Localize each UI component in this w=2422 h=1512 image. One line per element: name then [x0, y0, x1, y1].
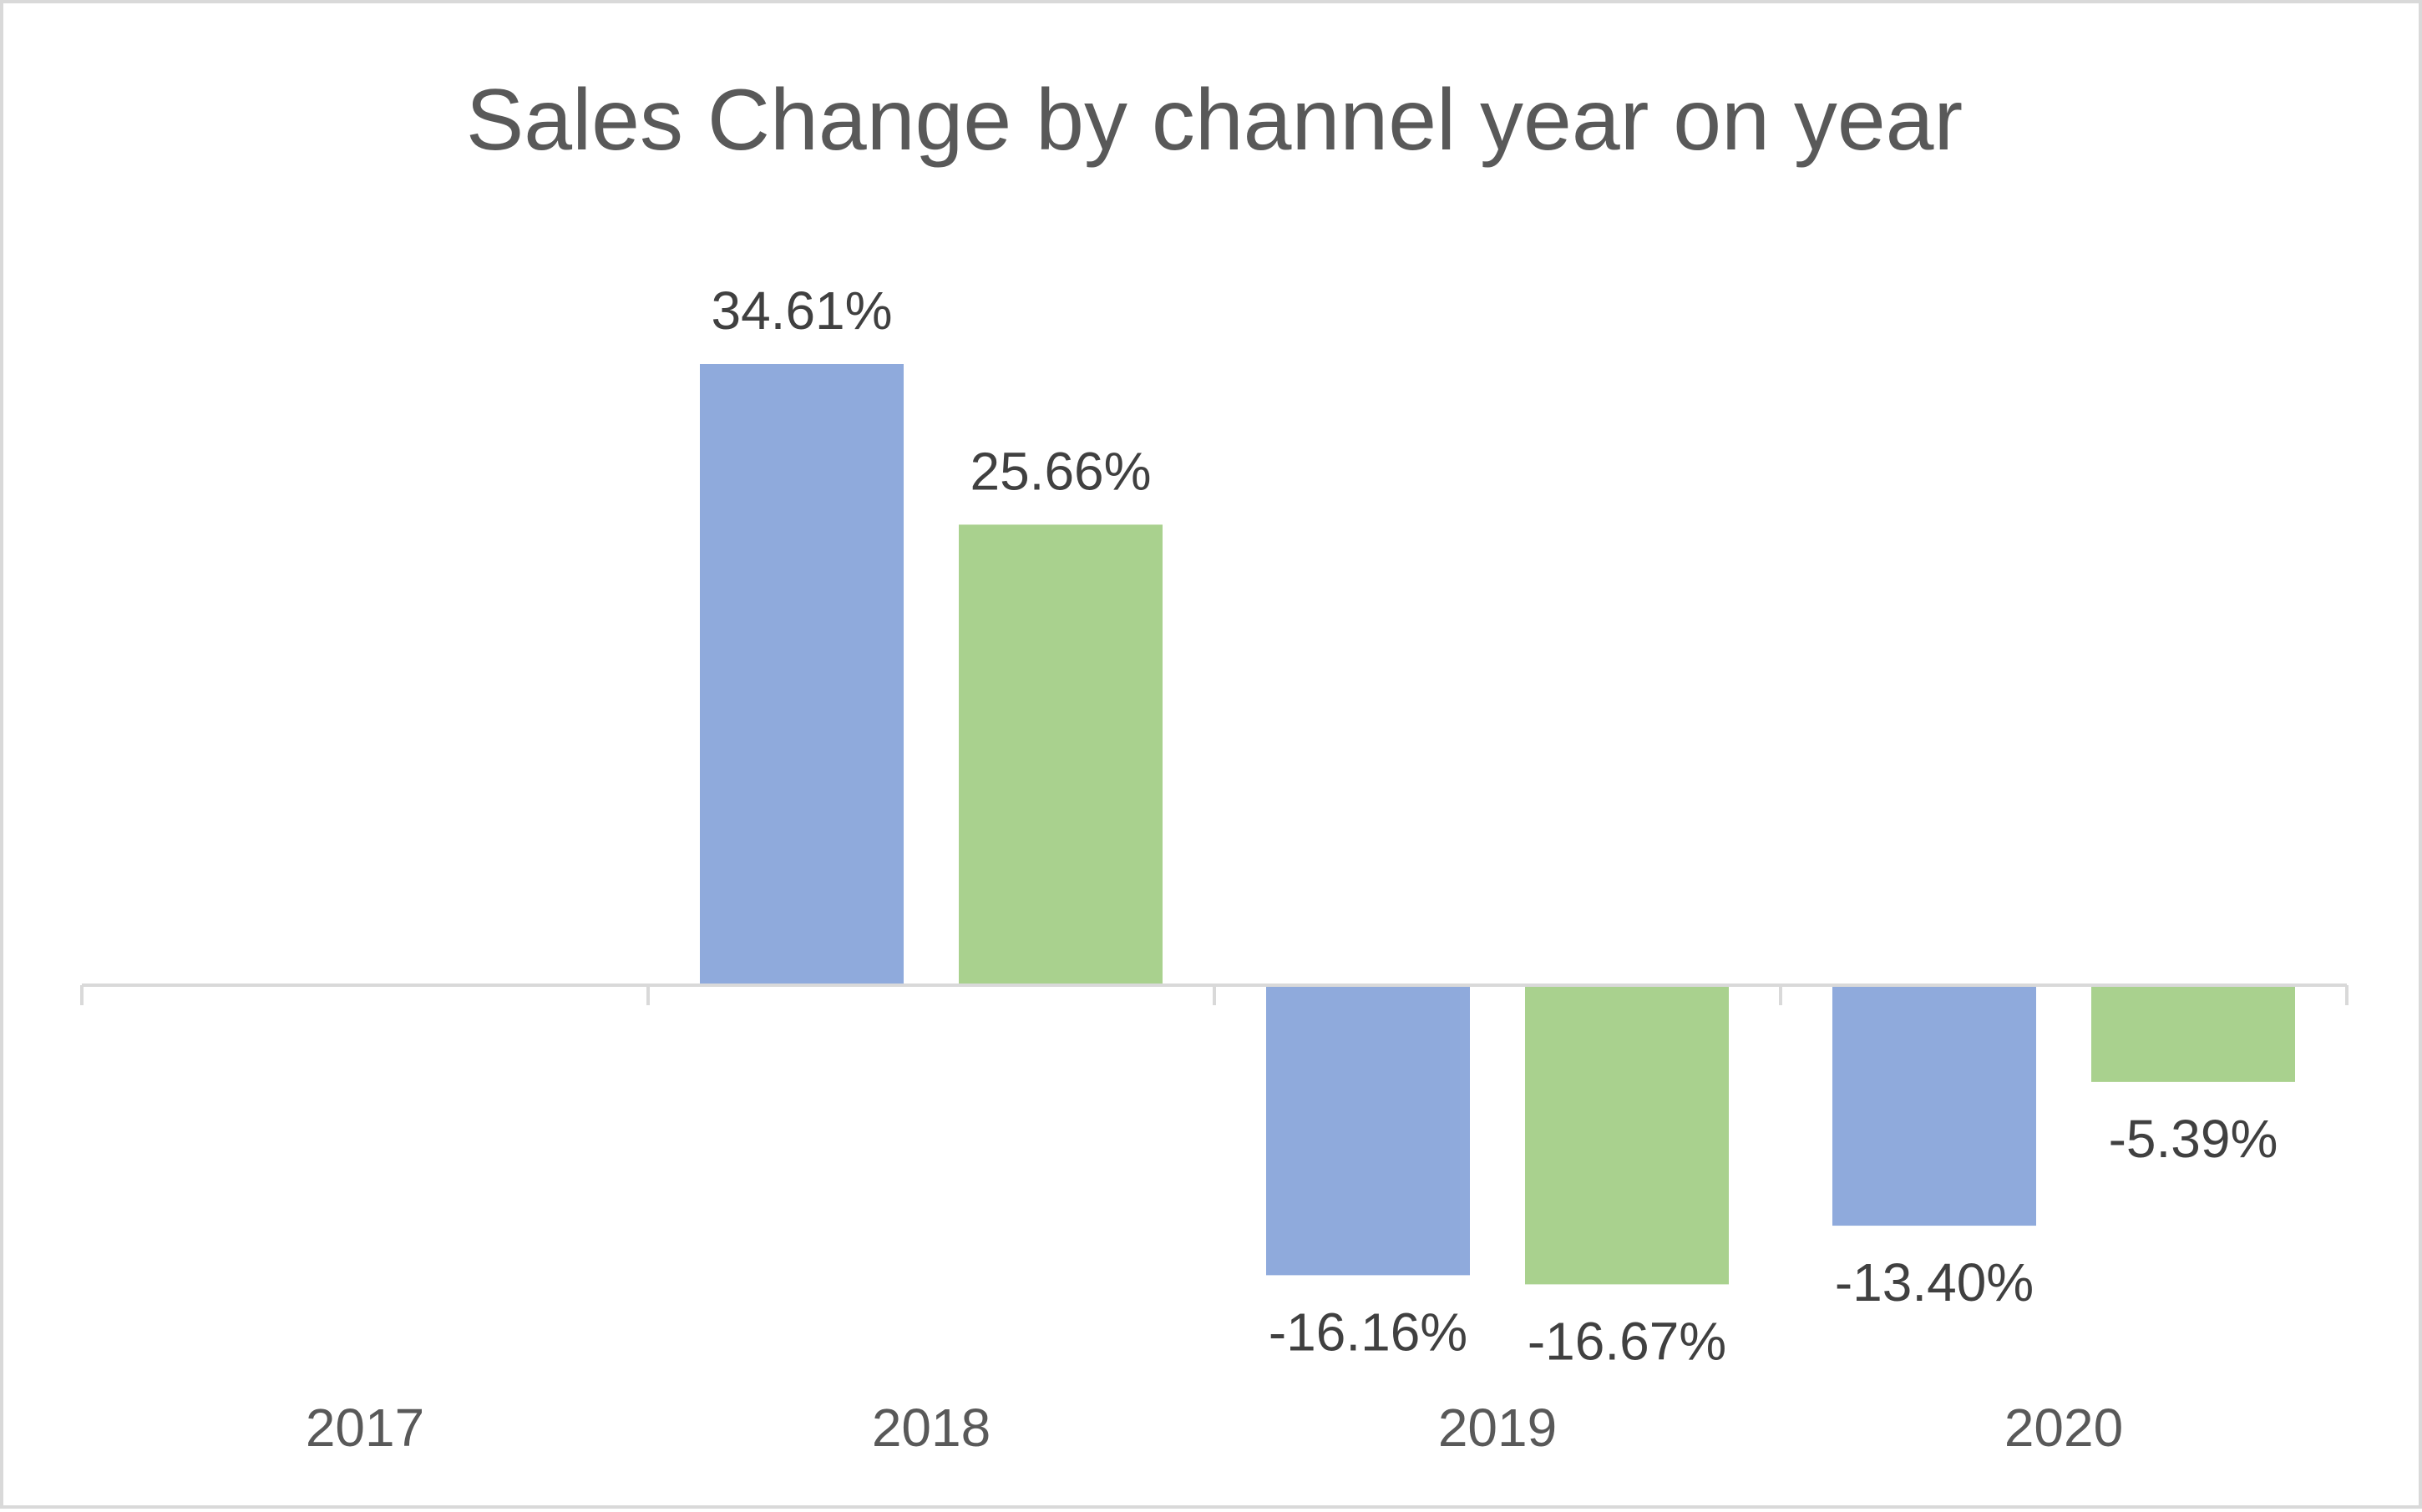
bar-2018-series-2 [959, 524, 1163, 985]
bar-2020-series-1 [1832, 985, 2036, 1226]
data-label-2019-series-1: -16.16% [1269, 1302, 1467, 1362]
x-tick-label-2017: 2017 [306, 1398, 424, 1458]
bar-2020-series-2 [2091, 985, 2295, 1082]
x-tick-label-2018: 2018 [872, 1398, 991, 1458]
bars-layer [700, 364, 2295, 1285]
data-labels: 34.61% 25.66% -16.16% -16.67% -13.40% -5.39% [711, 281, 2278, 1371]
bar-2018-series-1 [700, 364, 904, 985]
bar-2019-series-2 [1525, 985, 1729, 1285]
data-label-2018-series-2: 25.66% [970, 441, 1151, 501]
data-label-2020-series-1: -13.40% [1835, 1252, 2034, 1312]
chart-title: Sales Change by channel year on year [466, 72, 1963, 169]
x-tick-label-2019: 2019 [1438, 1398, 1557, 1458]
bar-2019-series-1 [1266, 985, 1470, 1276]
x-axis [80, 984, 2349, 1005]
x-tick-label-2020: 2020 [2004, 1398, 2123, 1458]
data-label-2020-series-2: -5.39% [2109, 1109, 2278, 1169]
data-label-2018-series-1: 34.61% [711, 281, 892, 341]
chart-svg: Sales Change by channel year on year 34.… [80, 72, 2349, 1458]
x-tick-labels: 2017 2018 2019 2020 [306, 1398, 2123, 1458]
data-label-2019-series-2: -16.67% [1528, 1311, 1726, 1371]
